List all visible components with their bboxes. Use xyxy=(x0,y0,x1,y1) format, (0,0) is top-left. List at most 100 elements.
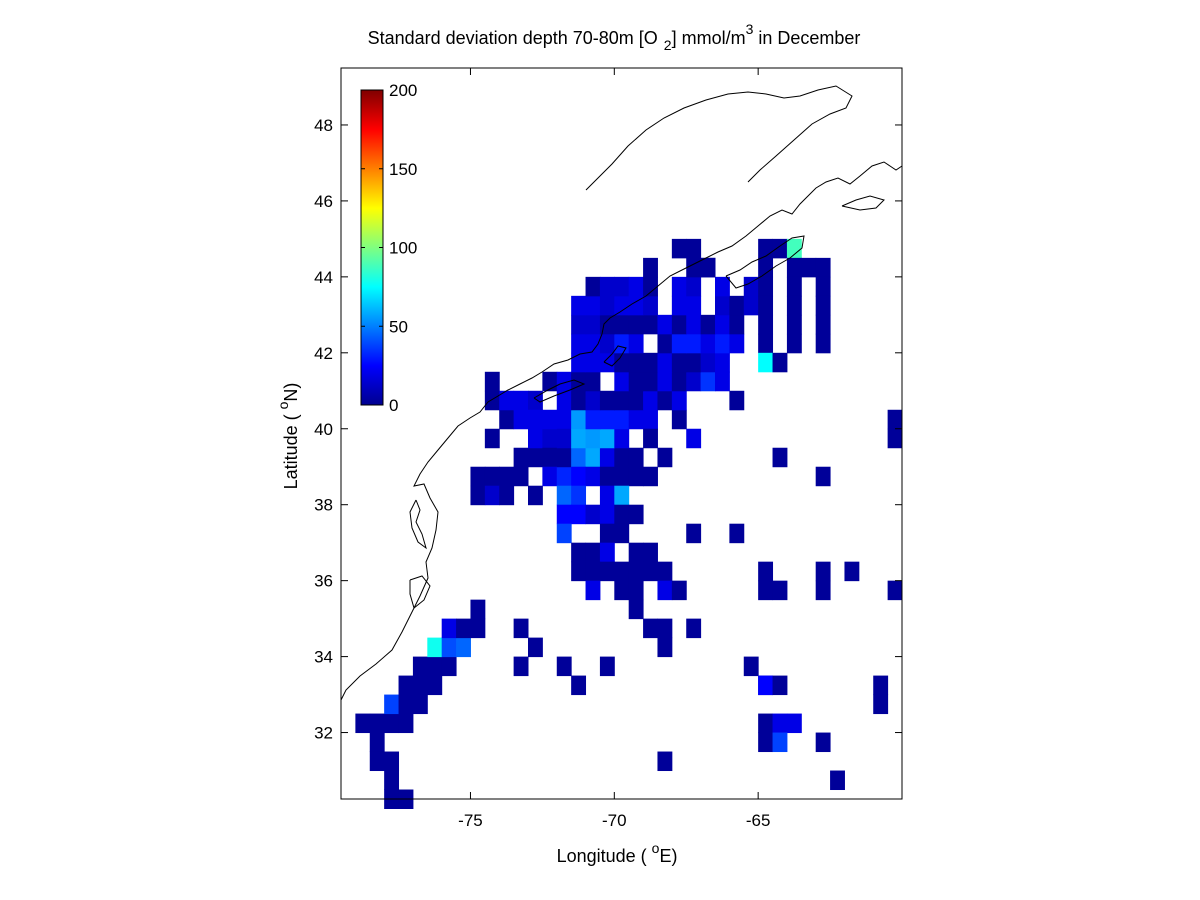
heatmap-cell xyxy=(743,656,759,677)
heatmap-cell xyxy=(643,618,658,639)
heatmap-cell xyxy=(571,485,587,506)
heatmap-cell xyxy=(887,580,903,601)
heatmap-cell xyxy=(643,371,658,392)
colorbar-tick-label: 200 xyxy=(389,81,417,100)
heatmap-cell xyxy=(542,428,558,449)
heatmap-cell xyxy=(657,751,673,772)
heatmap-cell xyxy=(441,618,457,639)
heatmap-cell xyxy=(758,352,774,373)
heatmap-cell xyxy=(614,390,630,411)
heatmap-cell xyxy=(700,333,716,354)
heatmap-cell xyxy=(758,561,774,582)
heatmap-cell xyxy=(671,390,687,411)
heatmap-cell xyxy=(585,409,601,430)
heatmap-cell xyxy=(815,276,831,297)
heatmap-cell xyxy=(571,447,587,468)
heatmap-cell xyxy=(786,713,802,734)
heatmap-cell xyxy=(441,637,457,658)
heatmap-cell xyxy=(556,504,572,525)
heatmap-cell xyxy=(599,561,615,582)
heatmap-cell xyxy=(599,295,615,316)
heatmap-cell xyxy=(369,751,385,772)
heatmap-cell xyxy=(456,637,471,658)
heatmap-cell xyxy=(700,314,716,335)
heatmap-cell xyxy=(528,637,543,658)
heatmap-cell xyxy=(585,504,601,525)
colorbar: 0 50 100 150 200 xyxy=(360,81,417,415)
y-tick-label: 36 xyxy=(314,572,333,591)
heatmap-cell xyxy=(556,409,572,430)
x-tick-label: -70 xyxy=(602,811,627,830)
heatmap-cell xyxy=(628,352,644,373)
heatmap-cell xyxy=(628,580,644,601)
heatmap-cell xyxy=(513,409,529,430)
heatmap-cell xyxy=(614,561,630,582)
heatmap-cell xyxy=(384,770,400,791)
heatmap-cell xyxy=(513,656,529,677)
heatmap-cell xyxy=(585,276,601,297)
heatmap-cell xyxy=(686,238,702,259)
heatmap-cell xyxy=(729,333,745,354)
coastline-mainland xyxy=(340,161,903,701)
heatmap-cell xyxy=(671,276,687,297)
heatmap-cell xyxy=(614,314,630,335)
heatmap-cell xyxy=(484,485,500,506)
heatmap-cell xyxy=(743,276,759,297)
heatmap-cell xyxy=(614,352,630,373)
heatmap-cell xyxy=(815,314,831,335)
heatmap-cell xyxy=(599,542,615,563)
heatmap-cell xyxy=(499,485,515,506)
heatmap-cell xyxy=(470,599,486,620)
heatmap-cell xyxy=(643,542,658,563)
heatmap-cell xyxy=(628,542,644,563)
heatmap-cell xyxy=(772,580,788,601)
heatmap-cell xyxy=(830,770,845,791)
heatmap-cell xyxy=(758,675,774,696)
coastline xyxy=(340,85,903,701)
heatmap-cell xyxy=(643,352,658,373)
heatmap-cell xyxy=(743,295,759,316)
heatmap-cell xyxy=(528,447,543,468)
heatmap-cell xyxy=(585,295,601,316)
heatmap-cell xyxy=(614,447,630,468)
heatmap-cell xyxy=(513,618,529,639)
colorbar-tick-label: 100 xyxy=(389,239,417,258)
heatmap-cell xyxy=(686,257,702,278)
heatmap-cell xyxy=(614,371,630,392)
heatmap-cell xyxy=(815,561,831,582)
heatmap-cell xyxy=(657,352,673,373)
heatmap-cell xyxy=(528,390,543,411)
heatmap-cell xyxy=(513,447,529,468)
heatmap-cell xyxy=(556,447,572,468)
heatmap-cell xyxy=(873,694,889,715)
heatmap-cell xyxy=(412,656,428,677)
y-tick-label: 40 xyxy=(314,420,333,439)
heatmap-cell xyxy=(628,314,644,335)
heatmap-cell xyxy=(571,314,587,335)
heatmap-cell xyxy=(369,732,385,753)
heatmap-cell xyxy=(599,314,615,335)
colorbar-tick-label: 150 xyxy=(389,160,417,179)
heatmap-cell xyxy=(801,257,817,278)
heatmap-cell xyxy=(427,656,443,677)
heatmap-cell xyxy=(585,390,601,411)
heatmap-cell xyxy=(758,238,774,259)
heatmap-cell xyxy=(887,428,903,449)
heatmap-cell xyxy=(585,542,601,563)
heatmap-cell xyxy=(556,523,572,544)
heatmap-cell xyxy=(513,390,529,411)
y-axis-label: Latitude ( oN) xyxy=(275,383,301,490)
heatmap-cell xyxy=(657,333,673,354)
heatmap-cell xyxy=(686,295,702,316)
heatmap-cell xyxy=(499,466,515,487)
heatmap-cell xyxy=(729,295,745,316)
heatmap-cell xyxy=(571,390,587,411)
heatmap-cell xyxy=(628,371,644,392)
heatmap-cell xyxy=(614,295,630,316)
heatmap-cell xyxy=(556,390,572,411)
heatmap-cell xyxy=(470,466,486,487)
heatmap-cell xyxy=(643,295,658,316)
heatmap-cell xyxy=(715,295,730,316)
heatmap-cell xyxy=(599,466,615,487)
heatmap-cell xyxy=(729,523,745,544)
